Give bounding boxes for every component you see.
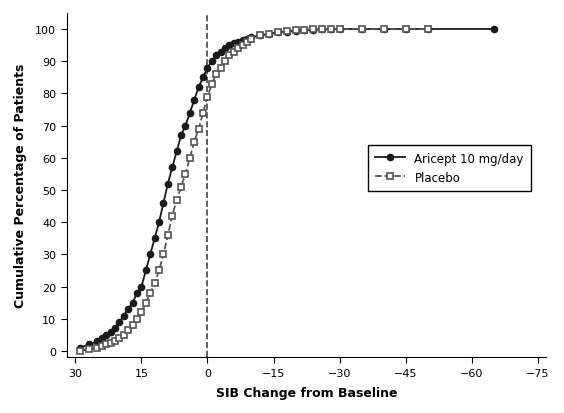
Placebo (103, 342, 109, 347)
Aricept 10 mg/day (222, 47, 228, 52)
X-axis label: SIB Change from Baseline: SIB Change from Baseline (216, 386, 397, 399)
Aricept 10 mg/day (275, 31, 281, 36)
Y-axis label: Cumulative Percentage of Patients: Cumulative Percentage of Patients (14, 64, 27, 308)
Legend: Aricept 10 mg/day, Placebo: Aricept 10 mg/day, Placebo (368, 145, 531, 192)
Aricept 10 mg/day (77, 345, 83, 350)
Placebo (165, 233, 171, 238)
Aricept 10 mg/day (490, 27, 497, 32)
Aricept 10 mg/day (147, 252, 153, 257)
Placebo (191, 140, 197, 145)
Placebo (231, 50, 237, 55)
Aricept 10 mg/day (327, 28, 334, 33)
Aricept 10 mg/day (336, 27, 343, 32)
Aricept 10 mg/day (231, 42, 237, 47)
Placebo (77, 349, 83, 354)
Line: Aricept 10 mg/day: Aricept 10 mg/day (77, 27, 497, 351)
Placebo (358, 27, 365, 32)
Aricept 10 mg/day (217, 50, 224, 55)
Placebo (424, 27, 431, 32)
Line: Placebo: Placebo (76, 26, 431, 354)
Placebo (222, 59, 228, 64)
Placebo (327, 27, 334, 32)
